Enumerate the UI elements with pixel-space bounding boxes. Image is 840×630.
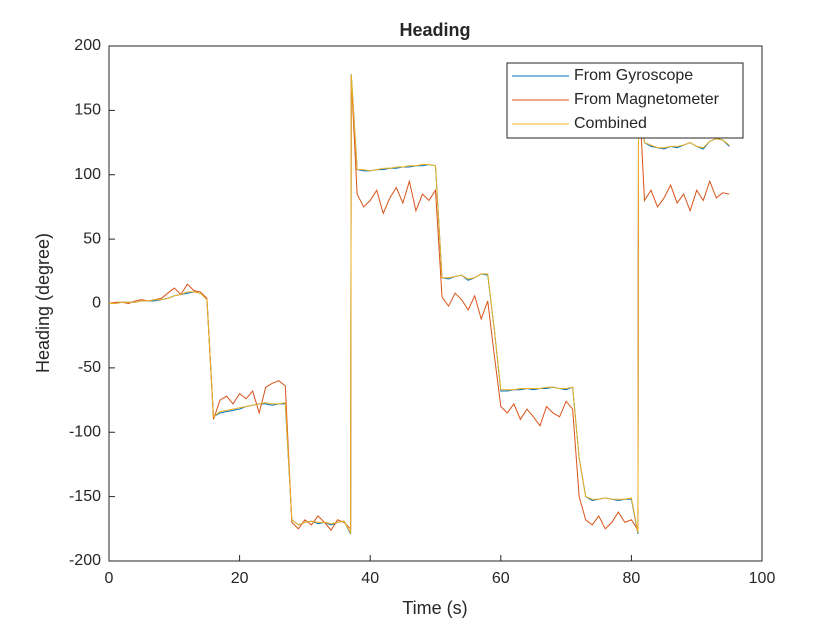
x-tick-label: 40 [361,570,379,587]
x-tick-label: 20 [231,570,249,587]
legend-label: From Gyroscope [574,67,693,84]
x-tick-label: 80 [623,570,641,587]
y-tick-label: 50 [83,230,101,247]
chart-title: Heading [399,20,470,40]
y-tick-label: -50 [78,359,101,376]
x-tick-label: 0 [105,570,114,587]
x-tick-label: 100 [749,570,776,587]
x-tick-label: 60 [492,570,510,587]
y-tick-label: 200 [74,37,101,54]
legend-label: Combined [574,115,647,132]
y-tick-label: 0 [92,295,101,312]
y-axis-label: Heading (degree) [33,233,53,373]
y-tick-label: 100 [74,166,101,183]
legend-label: From Magnetometer [574,91,720,108]
y-tick-label: -150 [69,488,101,505]
y-tick-label: -200 [69,552,101,569]
y-tick-label: 150 [74,102,101,119]
y-tick-label: -100 [69,423,101,440]
series-line [109,74,730,535]
x-axis-label: Time (s) [402,598,467,618]
